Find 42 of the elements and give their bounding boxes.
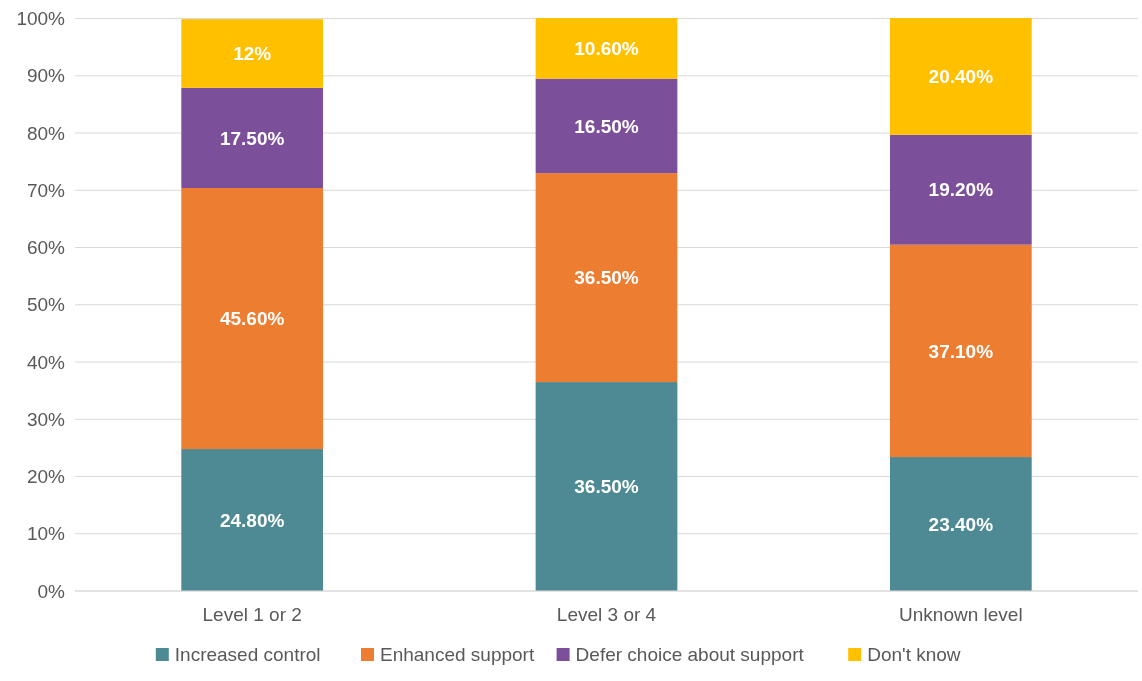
y-tick-label: 0% <box>37 580 66 602</box>
data-label: 37.10% <box>928 340 994 362</box>
bar <box>889 244 1032 458</box>
y-tick-label: 80% <box>26 122 66 144</box>
y-tick-label: 70% <box>26 179 66 201</box>
y-tick-label: 30% <box>26 408 66 430</box>
bar <box>889 457 1032 591</box>
data-label: 24.80% <box>219 509 285 531</box>
data-label: 45.60% <box>219 308 285 330</box>
bar <box>535 173 678 383</box>
bar <box>535 78 678 174</box>
legend-label: Defer choice about support <box>575 644 805 665</box>
data-label: 16.50% <box>574 115 639 137</box>
bar <box>889 134 1032 245</box>
bar <box>535 18 678 79</box>
x-tick-label: Level 1 or 2 <box>202 604 302 625</box>
y-tick-label: 60% <box>26 237 66 259</box>
y-tick-label: 50% <box>26 294 66 316</box>
bar <box>535 382 678 591</box>
bar <box>889 18 1032 135</box>
legend-label: Enhanced support <box>380 644 535 665</box>
x-tick-label: Level 3 or 4 <box>556 604 657 625</box>
y-tick-label: 90% <box>26 65 66 87</box>
data-label: 12% <box>233 43 272 65</box>
bar <box>181 188 324 450</box>
bar <box>181 19 324 88</box>
y-tick-label: 100% <box>16 8 66 30</box>
data-label: 36.50% <box>574 267 639 289</box>
data-label: 17.50% <box>219 127 285 149</box>
y-tick-label: 20% <box>26 466 66 488</box>
y-tick-label: 40% <box>26 351 66 373</box>
bar <box>181 449 324 591</box>
legend-label: Don't know <box>867 644 961 665</box>
data-label: 23.40% <box>928 513 994 535</box>
y-tick-label: 10% <box>26 523 66 545</box>
legend-label: Increased control <box>174 644 321 665</box>
data-label: 20.40% <box>928 66 994 88</box>
x-tick-label: Unknown level <box>899 604 1023 625</box>
data-label: 19.20% <box>928 179 994 201</box>
data-label: 36.50% <box>574 476 639 498</box>
data-label: 10.60% <box>574 37 639 59</box>
bar <box>181 87 324 189</box>
